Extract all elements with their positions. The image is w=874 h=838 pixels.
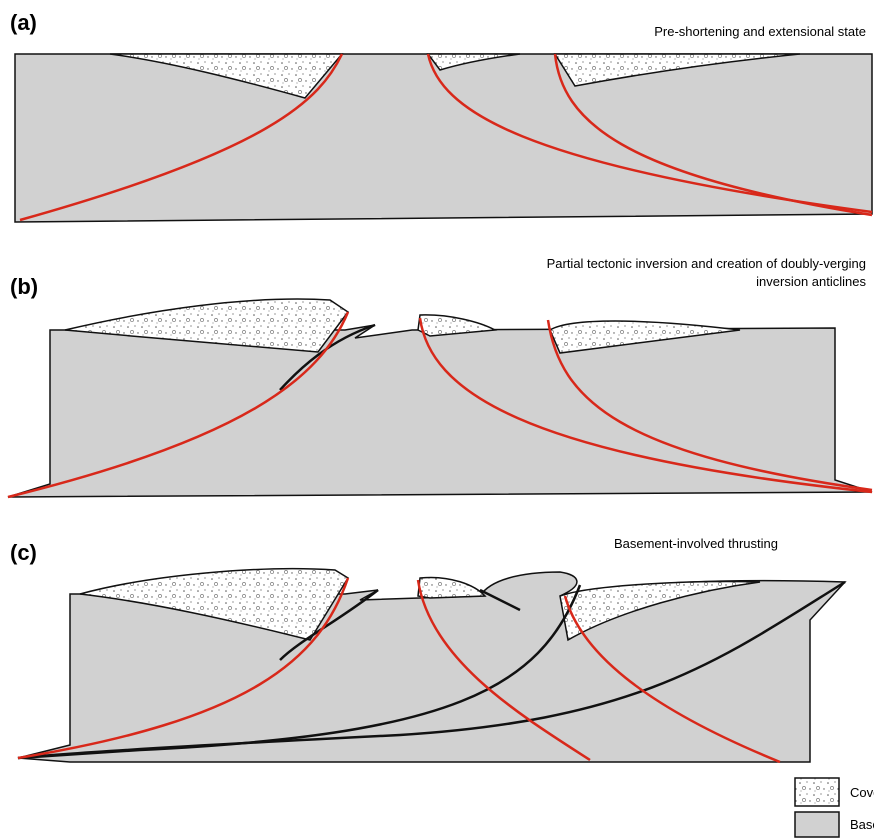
panel-a [15, 54, 872, 222]
panel-label: (a) [10, 10, 37, 35]
panel-label: (c) [10, 540, 37, 565]
panel-b [8, 299, 872, 497]
panel-caption: Pre-shortening and extensional state [654, 24, 866, 39]
legend-label: Cover [850, 785, 874, 800]
panel-caption: Basement-involved thrusting [614, 536, 778, 551]
diagram: Cover Basement rocks (a) (b) (c) Pre-sho… [0, 0, 874, 838]
basement [8, 325, 872, 497]
legend-swatch-cover [795, 778, 839, 806]
legend-label: Basement rocks [850, 817, 874, 832]
basement [15, 54, 872, 222]
panel-caption: Partial tectonic inversion and creation … [547, 256, 866, 271]
panel-caption: inversion anticlines [756, 274, 866, 289]
cover [418, 577, 485, 598]
panel-label: (b) [10, 274, 38, 299]
panel-c [18, 569, 845, 762]
legend-swatch-basement [795, 812, 839, 837]
